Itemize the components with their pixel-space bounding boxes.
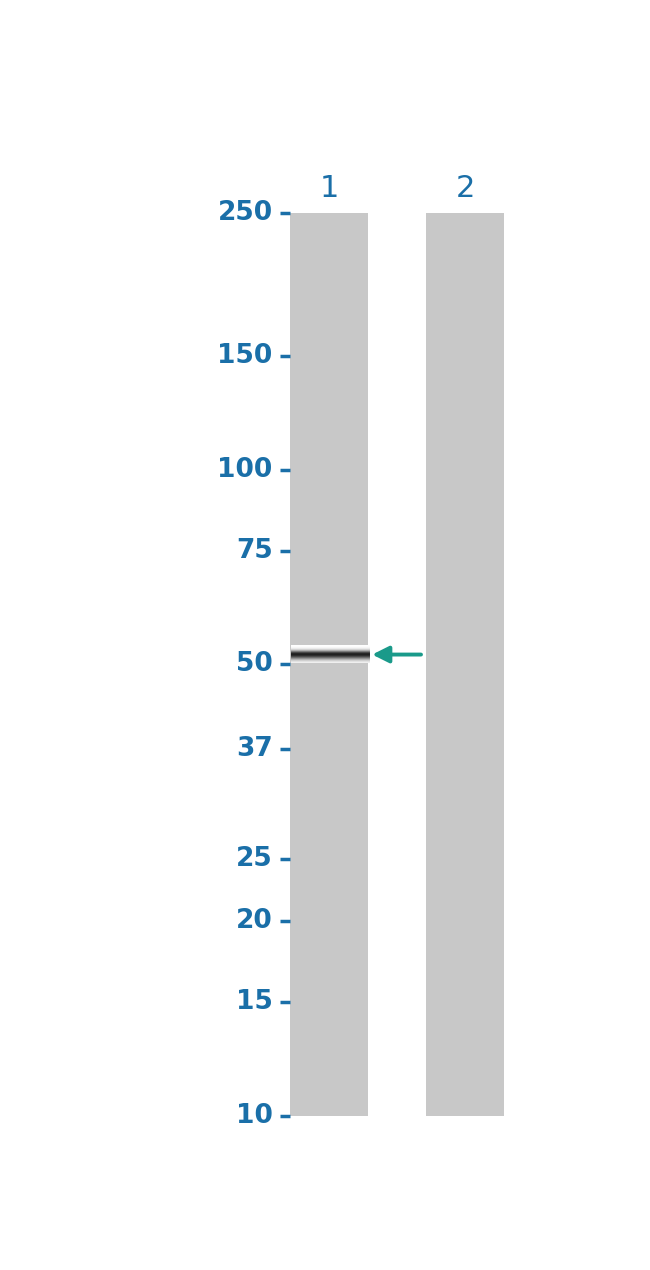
Text: 1: 1 [320, 174, 339, 203]
Text: 15: 15 [236, 989, 273, 1015]
Text: 10: 10 [236, 1102, 273, 1129]
Bar [426, 213, 504, 1115]
Text: 20: 20 [236, 908, 273, 935]
Text: 250: 250 [218, 201, 273, 226]
Text: 2: 2 [456, 174, 475, 203]
Text: 75: 75 [236, 537, 273, 564]
Text: 50: 50 [236, 652, 273, 677]
Bar [291, 213, 369, 1115]
Text: 37: 37 [236, 735, 273, 762]
Text: 25: 25 [236, 846, 273, 871]
Text: 100: 100 [217, 457, 273, 483]
Text: 150: 150 [217, 343, 273, 370]
